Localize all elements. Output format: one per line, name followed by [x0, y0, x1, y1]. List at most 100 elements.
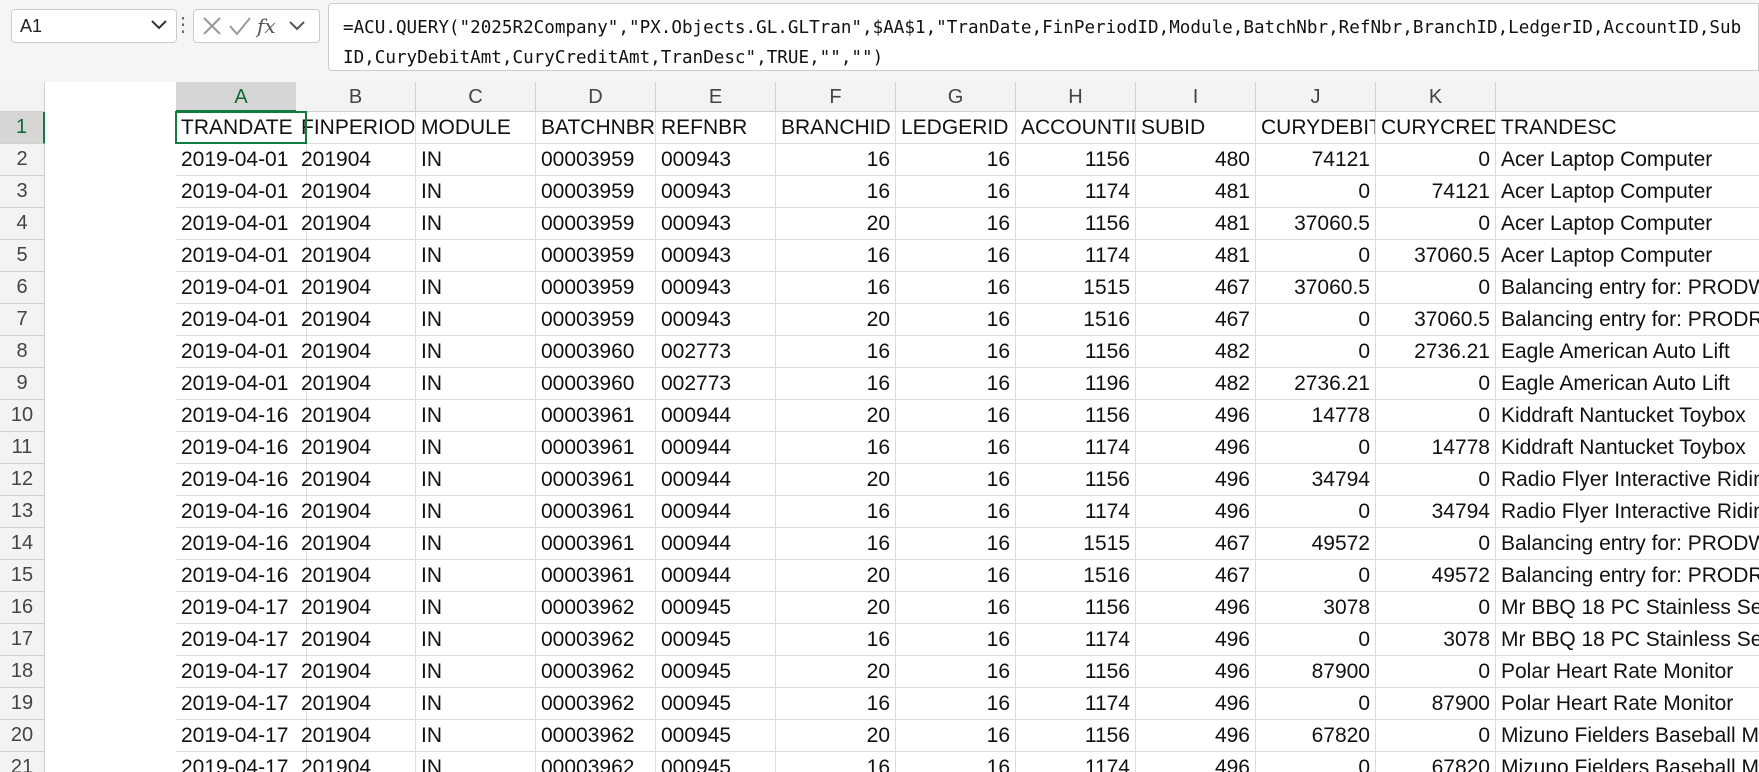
cell[interactable]: 37060.5	[1376, 240, 1496, 272]
cell[interactable]: 0	[1256, 624, 1376, 656]
cell[interactable]: 1515	[1016, 272, 1136, 304]
cell[interactable]: 00003959	[536, 144, 656, 176]
cell[interactable]: 000944	[656, 464, 776, 496]
row-header[interactable]: 13	[0, 496, 45, 528]
cell[interactable]: 00003961	[536, 400, 656, 432]
cell[interactable]: 1156	[1016, 592, 1136, 624]
cell[interactable]: 481	[1136, 176, 1256, 208]
cell[interactable]: 16	[896, 464, 1016, 496]
cell[interactable]: 16	[776, 624, 896, 656]
cell[interactable]: 0	[1376, 400, 1496, 432]
cell[interactable]: 2019-04-16	[176, 496, 307, 528]
cell[interactable]: Radio Flyer Interactive Riding Horse	[1496, 496, 1759, 528]
cell[interactable]: 16	[896, 624, 1016, 656]
cell[interactable]: 496	[1136, 624, 1256, 656]
cell[interactable]: 37060.5	[1376, 304, 1496, 336]
cell[interactable]: 000943	[656, 272, 776, 304]
cell[interactable]: 16	[776, 752, 896, 772]
column-header[interactable]	[1496, 82, 1759, 112]
name-box[interactable]: A1	[11, 9, 177, 43]
cell[interactable]: 3078	[1256, 592, 1376, 624]
cell[interactable]: 000945	[656, 592, 776, 624]
cell[interactable]: 2736.21	[1376, 336, 1496, 368]
enter-icon[interactable]	[229, 17, 251, 36]
column-header[interactable]: C	[416, 82, 536, 112]
header-cell[interactable]: CURYDEBITAMT	[1256, 112, 1376, 144]
cell[interactable]: 1174	[1016, 432, 1136, 464]
cell[interactable]: 16	[776, 528, 896, 560]
cell[interactable]: 00003962	[536, 624, 656, 656]
row-header[interactable]: 1	[0, 112, 45, 144]
cell[interactable]: 481	[1136, 240, 1256, 272]
row-header[interactable]: 12	[0, 464, 45, 496]
cell[interactable]: 16	[896, 656, 1016, 688]
cell[interactable]: 467	[1136, 272, 1256, 304]
cell[interactable]: 16	[776, 688, 896, 720]
cell[interactable]: 1174	[1016, 624, 1136, 656]
cell[interactable]: Acer Laptop Computer	[1496, 176, 1759, 208]
cell[interactable]: 0	[1376, 528, 1496, 560]
cell[interactable]: 16	[896, 208, 1016, 240]
cell[interactable]: 1516	[1016, 560, 1136, 592]
cell[interactable]: 0	[1256, 688, 1376, 720]
row-header[interactable]: 20	[0, 720, 45, 752]
cell[interactable]: 201904	[296, 336, 416, 368]
cell[interactable]: 16	[776, 240, 896, 272]
cell[interactable]: 201904	[296, 496, 416, 528]
cell[interactable]: 20	[776, 304, 896, 336]
cell[interactable]: 16	[896, 304, 1016, 336]
cell[interactable]: 000945	[656, 688, 776, 720]
cell[interactable]: 00003962	[536, 720, 656, 752]
cell[interactable]: 467	[1136, 560, 1256, 592]
cell[interactable]: 16	[896, 176, 1016, 208]
cell[interactable]: 20	[776, 592, 896, 624]
cell[interactable]: IN	[416, 176, 536, 208]
cell[interactable]: 000945	[656, 624, 776, 656]
formula-text[interactable]: =ACU.QUERY("2025R2Company","PX.Objects.G…	[328, 3, 1759, 71]
cell[interactable]: 1174	[1016, 752, 1136, 772]
header-cell[interactable]: CURYCREDITAMT	[1376, 112, 1496, 144]
cancel-icon[interactable]	[203, 17, 221, 35]
select-all-corner[interactable]	[0, 82, 45, 112]
cell[interactable]: 467	[1136, 304, 1256, 336]
column-header[interactable]: E	[656, 82, 776, 112]
cell[interactable]: IN	[416, 272, 536, 304]
cell[interactable]: 00003962	[536, 752, 656, 772]
header-cell[interactable]: SUBID	[1136, 112, 1256, 144]
cell[interactable]: 00003962	[536, 592, 656, 624]
header-cell[interactable]: REFNBR	[656, 112, 776, 144]
cell[interactable]: 20	[776, 400, 896, 432]
cell[interactable]: 16	[896, 432, 1016, 464]
cell[interactable]: 00003962	[536, 656, 656, 688]
row-header[interactable]: 7	[0, 304, 45, 336]
row-header[interactable]: 11	[0, 432, 45, 464]
cell[interactable]: Acer Laptop Computer	[1496, 144, 1759, 176]
cell[interactable]: 34794	[1256, 464, 1376, 496]
cell[interactable]: Balancing entry for: PRODRETAIL	[1496, 304, 1759, 336]
cell[interactable]: 16	[896, 368, 1016, 400]
cell[interactable]: 00003962	[536, 688, 656, 720]
cell[interactable]: IN	[416, 496, 536, 528]
cell[interactable]: Mr BBQ 18 PC Stainless Set & Case	[1496, 624, 1759, 656]
cell[interactable]: Radio Flyer Interactive Riding Horse	[1496, 464, 1759, 496]
row-header[interactable]: 16	[0, 592, 45, 624]
cell[interactable]: Mizuno Fielders Baseball Mitt	[1496, 752, 1759, 772]
header-cell[interactable]: TRANDESC	[1496, 112, 1759, 144]
cell[interactable]: 000943	[656, 304, 776, 336]
cell[interactable]: 16	[896, 336, 1016, 368]
expand-icon[interactable]	[289, 21, 305, 31]
cell[interactable]: 000943	[656, 144, 776, 176]
cell[interactable]: 37060.5	[1256, 272, 1376, 304]
cell[interactable]: 000943	[656, 208, 776, 240]
cell[interactable]: 0	[1376, 208, 1496, 240]
cell[interactable]: IN	[416, 336, 536, 368]
cell[interactable]: 0	[1256, 496, 1376, 528]
cell[interactable]: 201904	[296, 592, 416, 624]
column-header[interactable]: I	[1136, 82, 1256, 112]
cell[interactable]: 16	[896, 240, 1016, 272]
cell[interactable]: 2019-04-01	[176, 144, 307, 176]
row-header[interactable]: 3	[0, 176, 45, 208]
cell[interactable]: IN	[416, 368, 536, 400]
header-cell[interactable]: BATCHNBR	[536, 112, 656, 144]
cell[interactable]: 2019-04-16	[176, 464, 307, 496]
